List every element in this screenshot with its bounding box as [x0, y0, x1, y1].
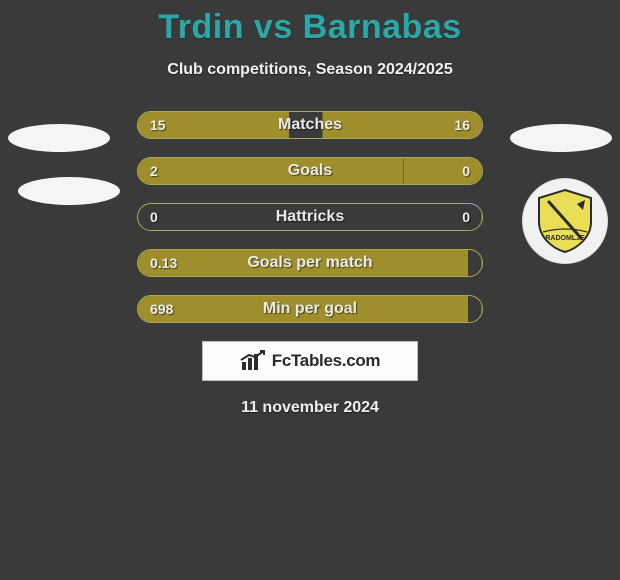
stat-bars: 15 Matches 16 2 Goals 0 0 Hattricks 0 0.… — [0, 111, 620, 323]
bar-left — [138, 112, 289, 138]
bar-left — [138, 158, 403, 184]
stat-bar-goals-per-match: 0.13 Goals per match — [137, 249, 483, 277]
stat-bar-hattricks: 0 Hattricks 0 — [137, 203, 483, 231]
bar-right — [322, 112, 482, 138]
chart-icon — [240, 350, 266, 372]
bar-left — [138, 296, 468, 322]
bar-label: Hattricks — [138, 208, 482, 226]
source-logo-text: FcTables.com — [272, 351, 381, 371]
bar-right — [403, 158, 482, 184]
date-text: 11 november 2024 — [0, 399, 620, 417]
subtitle: Club competitions, Season 2024/2025 — [0, 61, 620, 79]
source-logo-card: FcTables.com — [202, 341, 418, 381]
bar-value-right: 0 — [462, 209, 470, 225]
bar-right — [481, 204, 482, 230]
bar-right — [481, 250, 482, 276]
bar-right — [481, 296, 482, 322]
bar-left — [138, 250, 468, 276]
stat-bar-goals: 2 Goals 0 — [137, 157, 483, 185]
stat-bar-min-per-goal: 698 Min per goal — [137, 295, 483, 323]
stat-bar-matches: 15 Matches 16 — [137, 111, 483, 139]
page-title: Trdin vs Barnabas — [0, 0, 620, 47]
bar-value-left: 0 — [150, 209, 158, 225]
